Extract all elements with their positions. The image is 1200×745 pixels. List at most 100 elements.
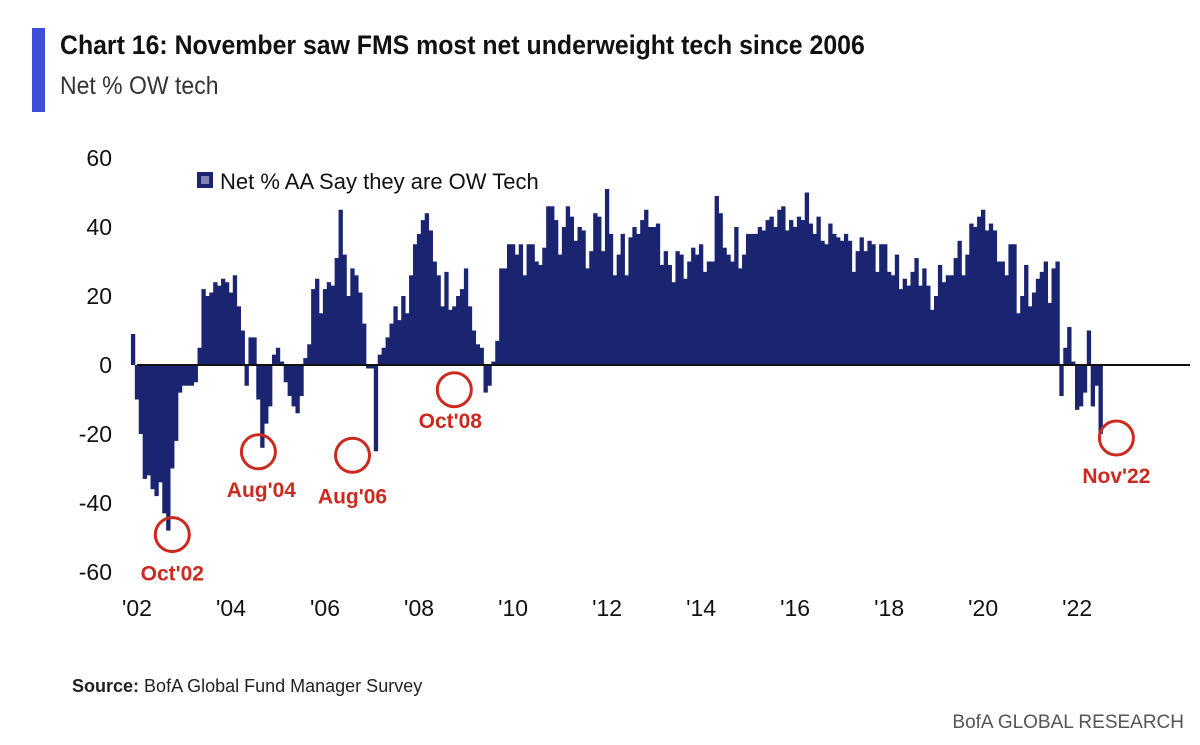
bar [205, 296, 210, 365]
bar [217, 285, 222, 365]
bar [295, 365, 300, 414]
bar [926, 285, 931, 365]
source-note: Source: BofA Global Fund Manager Survey [72, 676, 422, 697]
bar [624, 275, 629, 365]
bar [311, 289, 316, 365]
bar [1071, 361, 1076, 365]
bar [185, 365, 191, 386]
bar [236, 306, 242, 365]
bar [150, 365, 155, 490]
bar [1047, 302, 1052, 365]
bar [424, 213, 430, 365]
annotation-label: Nov'22 [1082, 465, 1150, 488]
bar [753, 233, 759, 365]
bar [949, 275, 954, 365]
bar [181, 365, 187, 386]
bar [589, 251, 594, 365]
x-tick-label: '06 [310, 595, 340, 621]
bar [898, 289, 904, 365]
bar [698, 244, 704, 365]
bar [620, 233, 625, 365]
bar [534, 261, 539, 365]
bar [385, 337, 390, 365]
bar [134, 365, 140, 400]
bar [957, 240, 962, 365]
bar [318, 313, 324, 365]
bar [248, 337, 253, 365]
bar [1043, 261, 1048, 365]
bar [628, 237, 633, 365]
brand-footer: BofA GLOBAL RESEARCH [952, 712, 1184, 733]
bar [557, 254, 563, 365]
bar [467, 306, 473, 365]
bar [992, 230, 998, 365]
bar [307, 344, 312, 365]
bar [1012, 244, 1017, 365]
bar [855, 251, 860, 365]
bar [201, 289, 206, 365]
bar [734, 227, 739, 365]
bar [777, 209, 782, 365]
bar [859, 237, 864, 365]
bar [863, 251, 868, 365]
bar [965, 254, 970, 365]
bar [902, 278, 907, 365]
bar [796, 216, 802, 365]
bar [232, 275, 238, 365]
bar [530, 244, 535, 365]
x-tick-label: '08 [404, 595, 434, 621]
y-tick-label: 60 [86, 145, 112, 171]
bar [1039, 271, 1045, 365]
x-tick-label: '10 [498, 595, 528, 621]
bar [510, 244, 516, 365]
bar [401, 296, 406, 365]
x-tick-label: '16 [780, 595, 810, 621]
y-tick-label: -40 [79, 490, 112, 516]
bar [283, 365, 289, 383]
bar [303, 358, 308, 365]
bar [271, 354, 277, 365]
bar [941, 282, 947, 365]
bar [416, 233, 422, 365]
bar [961, 275, 966, 365]
bar [507, 244, 512, 365]
bar [577, 227, 582, 365]
bar [655, 223, 661, 365]
bar [1024, 264, 1029, 365]
bar [221, 278, 226, 365]
bar [816, 216, 821, 365]
bar [937, 264, 943, 365]
bar [996, 261, 1001, 365]
bar [765, 220, 770, 365]
annotation-label: Oct'08 [419, 410, 483, 433]
bar [722, 247, 727, 365]
bar [847, 240, 853, 365]
bar [820, 240, 825, 365]
bar [522, 275, 527, 365]
bar [597, 216, 602, 365]
bar [984, 230, 990, 365]
bar [867, 240, 872, 365]
bar [213, 282, 218, 365]
bar [393, 306, 398, 365]
bar [369, 365, 375, 369]
bar [503, 268, 508, 365]
bar [565, 206, 571, 365]
bar [843, 233, 849, 365]
bar [969, 223, 974, 365]
bar [977, 216, 982, 365]
bar [224, 282, 230, 365]
bar [695, 254, 700, 365]
bar [373, 365, 379, 452]
bar [1051, 268, 1056, 365]
bar [1055, 261, 1060, 365]
bar [828, 223, 833, 365]
bar [338, 209, 343, 365]
bar [918, 285, 923, 365]
bar [495, 340, 500, 365]
highlight-circle [239, 433, 277, 471]
bar [287, 365, 292, 397]
bar [886, 271, 892, 365]
bar [420, 220, 426, 365]
y-tick-label: 0 [99, 352, 112, 378]
